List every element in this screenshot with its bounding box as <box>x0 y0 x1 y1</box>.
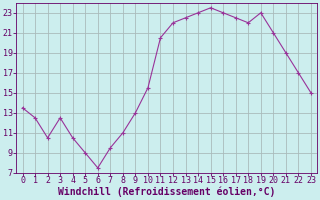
X-axis label: Windchill (Refroidissement éolien,°C): Windchill (Refroidissement éolien,°C) <box>58 187 276 197</box>
